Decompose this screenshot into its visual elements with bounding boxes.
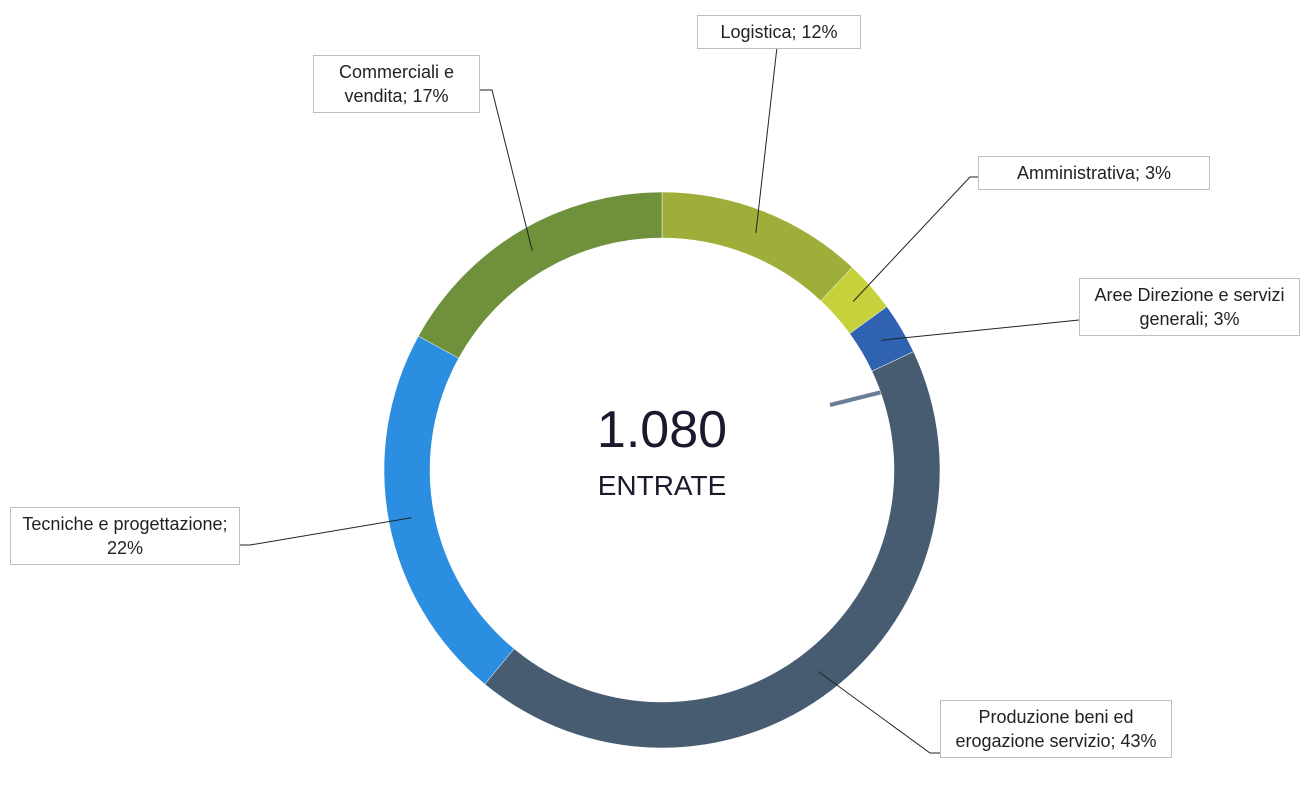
leader-line <box>480 89 533 251</box>
donut-segment <box>661 191 853 302</box>
center-value: 1.080 <box>596 401 728 459</box>
data-label: Aree Direzione e servizi generali; 3% <box>1079 278 1300 336</box>
data-label: Produzione beni ed erogazione servizio; … <box>940 700 1172 758</box>
data-label: Amministrativa; 3% <box>978 156 1210 190</box>
leader-line <box>817 671 940 754</box>
data-label: Commerciali e vendita; 17% <box>313 55 480 113</box>
center-label: ENTRATE <box>597 470 727 501</box>
donut-segment <box>418 191 663 359</box>
donut-segment <box>484 351 941 749</box>
leader-line <box>240 517 412 546</box>
data-label: Tecniche e progettazione; 22% <box>10 507 240 565</box>
artifact-line <box>829 390 883 407</box>
donut-segment <box>383 335 515 685</box>
data-label: Logistica; 12% <box>697 15 861 49</box>
leader-line <box>881 319 1080 341</box>
leader-line <box>755 46 778 233</box>
leader-line <box>852 176 978 302</box>
